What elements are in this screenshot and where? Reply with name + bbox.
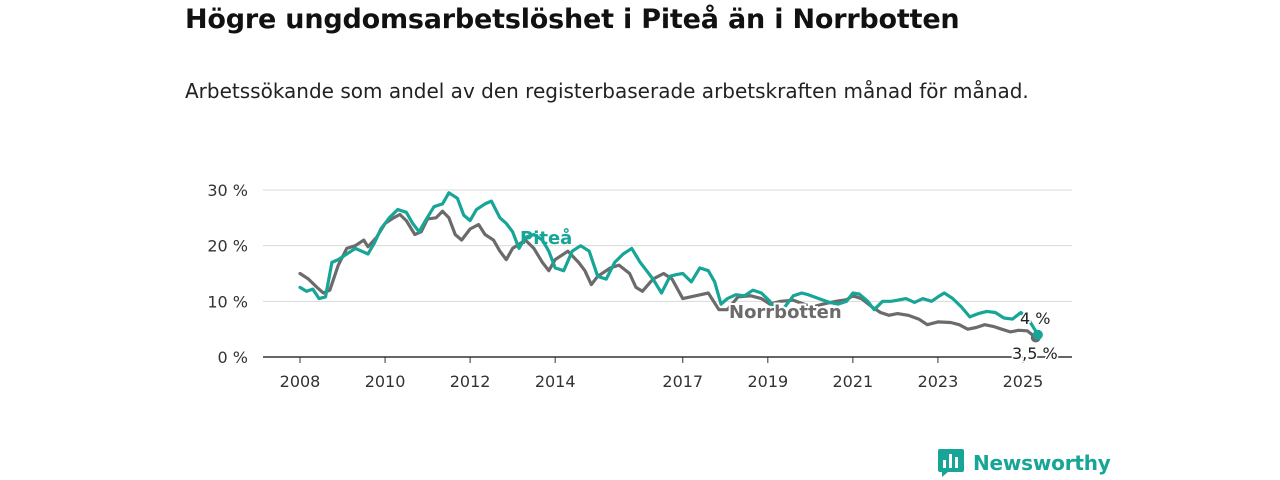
series-labels: Piteå Norrbotten 4 % 3,5 %: [520, 227, 1059, 365]
series-line-norrbotten: [298, 209, 1038, 340]
series-name-label-norrbotten: Norrbotten: [729, 302, 842, 323]
grid-lines: [263, 189, 1072, 358]
chart-title: Högre ungdomsarbetslöshet i Piteå än i N…: [185, 4, 960, 35]
x-axis-ticks: 2008 2010 2012 2014 2017 2019 2021 2023 2025: [280, 357, 1044, 391]
brand-logo: Newsworthy: [937, 448, 1111, 478]
x-tick-label: 2023: [918, 372, 959, 391]
x-tick-label: 2017: [662, 372, 703, 391]
x-tick-label: 2010: [365, 372, 406, 391]
x-tick-label: 2019: [747, 372, 788, 391]
series-name-label-pitea: Piteå: [520, 227, 572, 249]
chart-subtitle: Arbetssökande som andel av den registerb…: [185, 79, 1029, 103]
x-tick-label: 2014: [535, 372, 576, 391]
series-end-point: [1032, 329, 1043, 340]
brand-name: Newsworthy: [973, 451, 1111, 475]
x-tick-label: 2021: [833, 372, 874, 391]
y-tick-label: 10 %: [207, 292, 248, 311]
end-value-label-pitea: 4 %: [1020, 309, 1050, 328]
series-line-pitea: [298, 191, 1040, 337]
newsworthy-logo-icon: [938, 449, 964, 477]
x-tick-label: 2012: [450, 372, 491, 391]
y-tick-label: 20 %: [207, 237, 248, 256]
series-lines: [298, 191, 1043, 343]
y-axis-ticks: 0 % 10 % 20 % 30 %: [207, 181, 248, 367]
y-tick-label: 0 %: [218, 348, 248, 367]
x-tick-label: 2008: [280, 372, 321, 391]
y-tick-label: 30 %: [207, 181, 248, 200]
end-value-label-norrbotten: 3,5 %: [1012, 344, 1058, 363]
x-tick-label: 2025: [1003, 372, 1044, 391]
